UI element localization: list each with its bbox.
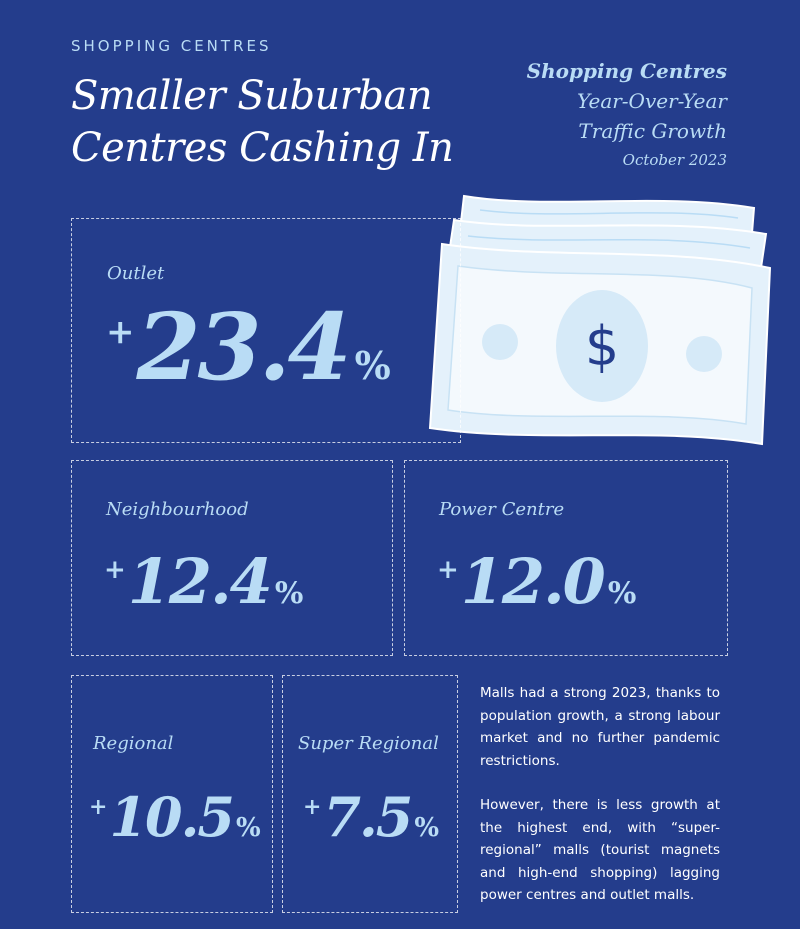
stat-number: 12.4 [127, 545, 273, 618]
bill-dot-left-icon [482, 324, 518, 360]
stat-label: Super Regional [298, 733, 439, 754]
plus-sign: + [104, 555, 126, 585]
stat-number: 12.0 [460, 545, 606, 618]
percent-sign: % [414, 813, 440, 843]
plus-sign: + [106, 312, 135, 352]
stat-card-outlet: Outlet +23.4% [71, 218, 461, 443]
percent-sign: % [235, 813, 261, 843]
subhead-line-2: Year-Over-Year [577, 89, 727, 113]
kicker: SHOPPING CENTRES [71, 37, 272, 55]
stat-card-super-regional: Super Regional +7.5% [282, 675, 458, 913]
percent-sign: % [354, 343, 391, 388]
subhead-line-3: Traffic Growth [578, 119, 727, 143]
stat-card-power-centre: Power Centre +12.0% [404, 460, 728, 656]
subhead: Shopping Centres Year-Over-Year Traffic … [527, 56, 727, 174]
plus-sign: + [437, 555, 459, 585]
dollar-sign: $ [585, 315, 619, 378]
bill-dot-right-icon [686, 336, 722, 372]
stat-card-regional: Regional +10.5% [71, 675, 273, 913]
percent-sign: % [274, 576, 304, 611]
plus-sign: + [89, 794, 108, 820]
stat-value: +10.5% [89, 790, 261, 844]
subhead-title: Shopping Centres [526, 59, 727, 83]
stat-label: Neighbourhood [106, 499, 249, 520]
stat-number: 23.4 [136, 293, 352, 401]
percent-sign: % [607, 576, 637, 611]
stat-label: Outlet [107, 263, 165, 284]
stat-label: Power Centre [439, 499, 565, 520]
headline-line-1: Smaller Suburban [71, 73, 433, 119]
stat-label: Regional [93, 733, 174, 754]
stat-value: +7.5% [303, 790, 439, 844]
stat-card-neighbourhood: Neighbourhood +12.4% [71, 460, 393, 656]
subhead-date: October 2023 [622, 151, 727, 169]
stat-value: +23.4% [106, 301, 391, 393]
stat-number: 7.5 [323, 785, 413, 849]
stat-number: 10.5 [109, 785, 235, 849]
money-bills-icon: $ [428, 194, 772, 446]
headline: Smaller Suburban Centres Cashing In [71, 70, 491, 174]
paragraph-1: Malls had a strong 2023, thanks to popul… [480, 685, 720, 769]
paragraph-2: However, there is less growth at the hig… [480, 797, 720, 903]
plus-sign: + [303, 794, 322, 820]
headline-line-2: Centres Cashing In [71, 125, 454, 171]
body-text: Malls had a strong 2023, thanks to popul… [480, 682, 720, 929]
stat-value: +12.4% [104, 551, 303, 613]
stat-value: +12.0% [437, 551, 636, 613]
